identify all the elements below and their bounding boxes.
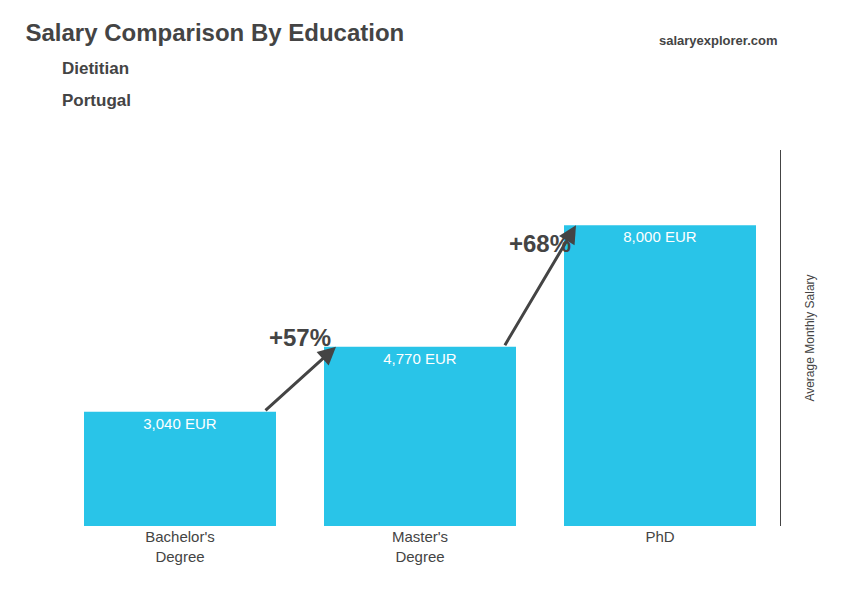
svg-text:Salary Comparison By Education: Salary Comparison By Education	[26, 19, 405, 46]
svg-text:salaryexplorer.com: salaryexplorer.com	[659, 33, 778, 48]
svg-text:Dietitian: Dietitian	[62, 59, 129, 78]
svg-text:8,000 EUR: 8,000 EUR	[623, 228, 697, 245]
svg-text:Average Monthly Salary: Average Monthly Salary	[803, 274, 817, 401]
svg-text:Portugal: Portugal	[62, 91, 131, 110]
svg-text:+57%: +57%	[269, 324, 331, 351]
svg-text:Master'sDegree: Master'sDegree	[392, 528, 448, 565]
svg-text:4,770 EUR: 4,770 EUR	[383, 350, 457, 367]
svg-text:+68%: +68%	[509, 230, 571, 257]
svg-text:3,040 EUR: 3,040 EUR	[143, 415, 217, 432]
svg-text:Bachelor'sDegree: Bachelor'sDegree	[145, 528, 215, 565]
svg-text:PhD: PhD	[645, 528, 674, 545]
